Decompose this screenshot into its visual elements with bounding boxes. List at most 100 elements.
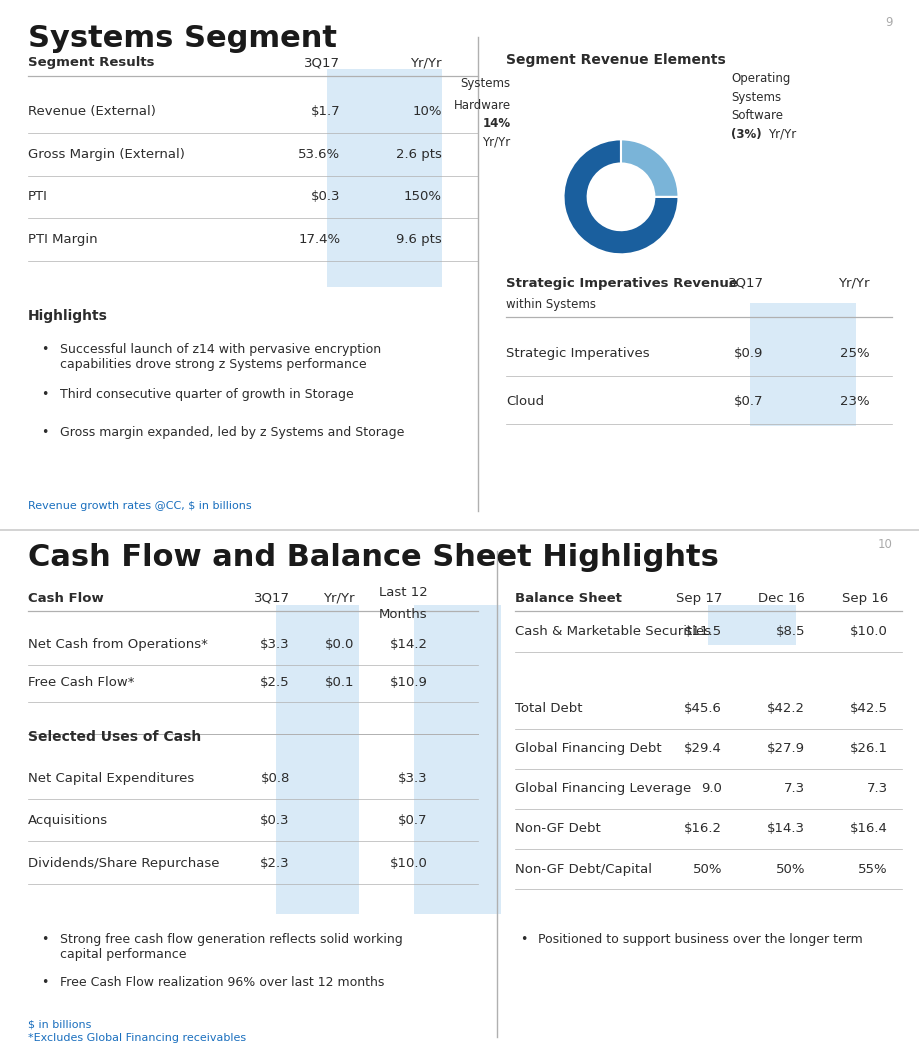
Text: $10.9: $10.9 <box>390 676 427 688</box>
Text: Highlights: Highlights <box>28 309 108 322</box>
Text: $0.7: $0.7 <box>398 814 427 828</box>
Text: $11.5: $11.5 <box>684 625 721 637</box>
Text: $42.2: $42.2 <box>766 702 804 715</box>
Text: Hardware: Hardware <box>453 99 510 112</box>
Text: $27.9: $27.9 <box>766 743 804 755</box>
Text: (3%): (3%) <box>731 128 761 142</box>
Text: Systems: Systems <box>460 78 510 90</box>
Text: •: • <box>41 343 49 356</box>
Text: Revenue growth rates @CC, $ in billions: Revenue growth rates @CC, $ in billions <box>28 501 251 511</box>
Text: Cloud: Cloud <box>505 395 543 409</box>
Text: Systems: Systems <box>731 90 780 104</box>
Text: Free Cash Flow realization 96% over last 12 months: Free Cash Flow realization 96% over last… <box>60 976 384 988</box>
Text: $3.3: $3.3 <box>398 771 427 785</box>
Text: Dec 16: Dec 16 <box>757 592 804 604</box>
Text: $0.3: $0.3 <box>260 814 289 828</box>
Text: $8.5: $8.5 <box>775 625 804 637</box>
Text: Gross margin expanded, led by z Systems and Storage: Gross margin expanded, led by z Systems … <box>60 426 403 438</box>
Text: 14%: 14% <box>482 117 510 130</box>
Text: Strategic Imperatives Revenue: Strategic Imperatives Revenue <box>505 277 737 290</box>
Text: 53.6%: 53.6% <box>298 148 340 161</box>
Text: Yr/Yr: Yr/Yr <box>482 136 510 149</box>
Text: 150%: 150% <box>403 190 441 203</box>
Text: Net Capital Expenditures: Net Capital Expenditures <box>28 771 194 785</box>
Text: Yr/Yr: Yr/Yr <box>410 56 441 69</box>
Text: Cash & Marketable Securities: Cash & Marketable Securities <box>515 625 710 637</box>
Text: •: • <box>41 388 49 401</box>
Text: •: • <box>41 426 49 438</box>
Text: Cash Flow: Cash Flow <box>28 592 103 604</box>
Text: Strong free cash flow generation reflects solid working
capital performance: Strong free cash flow generation reflect… <box>60 933 403 961</box>
Text: Systems Segment: Systems Segment <box>28 24 336 53</box>
Text: Yr/Yr: Yr/Yr <box>767 128 796 142</box>
Text: $0.1: $0.1 <box>324 676 354 688</box>
Text: Software: Software <box>731 110 783 122</box>
Text: $42.5: $42.5 <box>849 702 887 715</box>
Text: $10.0: $10.0 <box>390 858 427 870</box>
Text: $0.3: $0.3 <box>311 190 340 203</box>
FancyBboxPatch shape <box>414 604 501 914</box>
Text: 17.4%: 17.4% <box>298 233 340 246</box>
Text: Sep 16: Sep 16 <box>841 592 887 604</box>
FancyBboxPatch shape <box>326 69 441 287</box>
Text: 55%: 55% <box>857 863 887 876</box>
Text: $26.1: $26.1 <box>849 743 887 755</box>
Text: •: • <box>519 933 527 946</box>
Text: 9: 9 <box>884 16 891 29</box>
Text: 7.3: 7.3 <box>783 782 804 796</box>
Text: $3.3: $3.3 <box>260 638 289 651</box>
Text: Months: Months <box>379 608 427 620</box>
Text: PTI: PTI <box>28 190 48 203</box>
Text: Yr/Yr: Yr/Yr <box>323 592 354 604</box>
Text: $0.9: $0.9 <box>733 347 763 361</box>
Text: 25%: 25% <box>839 347 868 361</box>
Text: Acquisitions: Acquisitions <box>28 814 108 828</box>
Text: 50%: 50% <box>692 863 721 876</box>
Wedge shape <box>563 139 678 254</box>
Text: Net Cash from Operations*: Net Cash from Operations* <box>28 638 208 651</box>
Text: Third consecutive quarter of growth in Storage: Third consecutive quarter of growth in S… <box>60 388 353 401</box>
Text: $2.5: $2.5 <box>260 676 289 688</box>
Text: $45.6: $45.6 <box>684 702 721 715</box>
Text: $16.4: $16.4 <box>849 822 887 835</box>
Text: Global Financing Leverage: Global Financing Leverage <box>515 782 691 796</box>
Text: $29.4: $29.4 <box>684 743 721 755</box>
Text: Positioned to support business over the longer term: Positioned to support business over the … <box>538 933 862 946</box>
Text: within Systems: within Systems <box>505 298 596 312</box>
Text: *Excludes Global Financing receivables: *Excludes Global Financing receivables <box>28 1033 245 1043</box>
Text: PTI Margin: PTI Margin <box>28 233 97 246</box>
Text: 9.6 pts: 9.6 pts <box>395 233 441 246</box>
Text: Successful launch of z14 with pervasive encryption
capabilities drove strong z S: Successful launch of z14 with pervasive … <box>60 343 380 371</box>
Wedge shape <box>620 139 678 197</box>
Text: Cash Flow and Balance Sheet Highlights: Cash Flow and Balance Sheet Highlights <box>28 544 718 572</box>
Text: $0.8: $0.8 <box>260 771 289 785</box>
Text: Segment Revenue Elements: Segment Revenue Elements <box>505 53 725 67</box>
Text: $ in billions: $ in billions <box>28 1019 91 1029</box>
FancyBboxPatch shape <box>749 303 855 426</box>
Text: Revenue (External): Revenue (External) <box>28 105 155 118</box>
Text: 10%: 10% <box>412 105 441 118</box>
Text: Strategic Imperatives: Strategic Imperatives <box>505 347 649 361</box>
Text: $14.3: $14.3 <box>766 822 804 835</box>
Text: •: • <box>41 976 49 988</box>
FancyBboxPatch shape <box>276 604 358 914</box>
Text: $0.7: $0.7 <box>733 395 763 409</box>
Text: Segment Results: Segment Results <box>28 56 154 69</box>
Text: Dividends/Share Repurchase: Dividends/Share Repurchase <box>28 858 219 870</box>
Text: $14.2: $14.2 <box>390 638 427 651</box>
Text: Operating: Operating <box>731 72 790 85</box>
Text: 3Q17: 3Q17 <box>727 277 763 290</box>
Text: 3Q17: 3Q17 <box>254 592 289 604</box>
Text: 10: 10 <box>877 538 891 551</box>
Text: Balance Sheet: Balance Sheet <box>515 592 621 604</box>
Text: Sep 17: Sep 17 <box>675 592 721 604</box>
Text: Last 12: Last 12 <box>379 586 427 599</box>
Text: $16.2: $16.2 <box>684 822 721 835</box>
FancyBboxPatch shape <box>708 604 795 645</box>
Text: 9.0: 9.0 <box>700 782 721 796</box>
Text: 7.3: 7.3 <box>866 782 887 796</box>
Text: Gross Margin (External): Gross Margin (External) <box>28 148 185 161</box>
Text: Global Financing Debt: Global Financing Debt <box>515 743 661 755</box>
Text: 23%: 23% <box>839 395 868 409</box>
Text: Non-GF Debt: Non-GF Debt <box>515 822 600 835</box>
